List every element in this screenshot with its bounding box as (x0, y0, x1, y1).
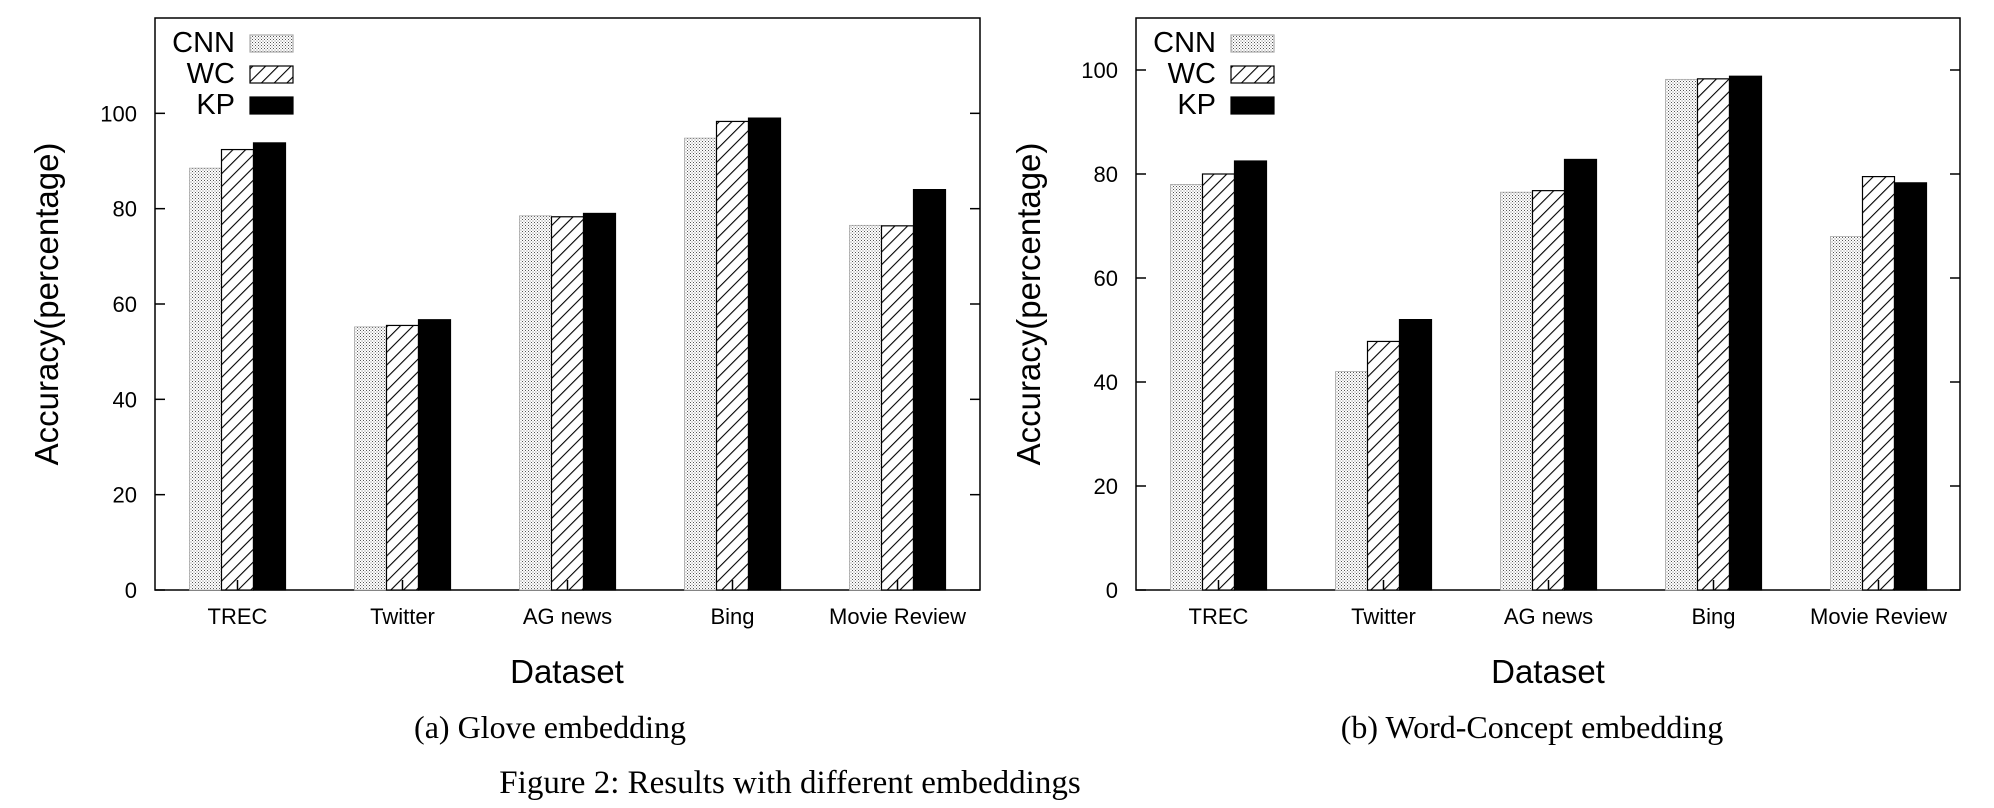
figure-caption: Figure 2: Results with different embeddi… (499, 765, 1080, 801)
chart-panel-glove: 0 20 40 60 80 100 TREC Twitter AG news Bing Movie… (28, 17, 981, 745)
bars (189, 117, 947, 591)
x-axis: TREC Twitter AG news Bing Movie Review (1189, 580, 1947, 629)
y-tick-label: 60 (113, 292, 137, 317)
y-tick-label: 0 (1106, 578, 1118, 603)
legend-label: WC (1168, 58, 1216, 90)
x-tick-label: TREC (1189, 604, 1249, 629)
y-axis: 0 20 40 60 80 100 (100, 101, 980, 603)
bar-wc-trec (1201, 173, 1236, 591)
bar-cnn-bing (1665, 78, 1698, 591)
bar-kp-movie-review (1893, 182, 1928, 591)
x-tick-label: Movie Review (1810, 604, 1947, 629)
x-tick-label: AG news (1504, 604, 1593, 629)
bar-cnn-twitter (354, 326, 387, 591)
bar-cnn-twitter (1335, 371, 1368, 591)
y-tick-label: 80 (113, 197, 137, 222)
bar-wc-ag-news (550, 216, 585, 591)
y-tick-label: 40 (113, 387, 137, 412)
legend-label: KP (1177, 89, 1216, 121)
y-axis-label: Accuracy(percentage) (28, 143, 65, 466)
x-tick-label: Bing (1691, 604, 1735, 629)
legend-label: CNN (1153, 27, 1216, 59)
bar-kp-bing (747, 117, 782, 591)
bar-kp-trec (1233, 160, 1268, 591)
y-tick-label: 60 (1094, 266, 1118, 291)
x-axis-label: Dataset (1491, 653, 1605, 690)
bar-kp-movie-review (912, 189, 947, 591)
x-axis: TREC Twitter AG news Bing Movie Review (208, 580, 966, 629)
bar-kp-ag-news (1563, 158, 1598, 591)
panel-caption: (b) Word-Concept embedding (1341, 709, 1724, 745)
bar-cnn-ag-news (519, 215, 552, 591)
legend-swatch-cnn (249, 34, 294, 53)
y-tick-label: 20 (1094, 474, 1118, 499)
bar-wc-movie-review (880, 225, 915, 591)
bar-wc-bing (1696, 78, 1731, 591)
x-axis-label: Dataset (510, 653, 624, 690)
bar-cnn-movie-review (849, 224, 882, 591)
y-tick-label: 40 (1094, 370, 1118, 395)
bars (1170, 75, 1928, 591)
y-tick-label: 80 (1094, 162, 1118, 187)
legend-swatch-cnn (1230, 34, 1275, 53)
x-tick-label: AG news (523, 604, 612, 629)
bar-wc-ag-news (1531, 190, 1566, 591)
bar-wc-twitter (385, 324, 420, 591)
chart-panel-word-concept: 0 20 40 60 80 100 TREC Twitter AG news Bing Movie… (1010, 17, 1961, 745)
bar-cnn-bing (684, 137, 717, 591)
x-tick-label: Bing (710, 604, 754, 629)
x-tick-label: Twitter (370, 604, 435, 629)
bar-cnn-trec (189, 167, 222, 591)
x-tick-label: Movie Review (829, 604, 966, 629)
legend-swatch-kp (249, 96, 294, 115)
y-axis: 0 20 40 60 80 100 (1081, 58, 1960, 603)
bar-kp-trec (252, 142, 287, 591)
bar-kp-ag-news (582, 212, 617, 591)
x-tick-label: Twitter (1351, 604, 1416, 629)
bar-cnn-trec (1170, 183, 1203, 591)
legend-swatch-kp (1230, 96, 1275, 115)
x-tick-label: TREC (208, 604, 268, 629)
bar-wc-twitter (1366, 340, 1401, 591)
legend-label: CNN (172, 27, 235, 59)
panel-caption: (a) Glove embedding (414, 709, 686, 745)
bar-cnn-ag-news (1500, 191, 1533, 591)
bar-kp-twitter (417, 319, 452, 591)
bar-cnn-movie-review (1830, 235, 1863, 591)
y-tick-label: 0 (125, 578, 137, 603)
y-tick-label: 20 (113, 483, 137, 508)
y-tick-label: 100 (100, 101, 137, 126)
legend-swatch-wc (1230, 65, 1275, 84)
legend-label: KP (196, 89, 235, 121)
bar-wc-trec (220, 148, 255, 591)
bar-wc-movie-review (1861, 176, 1896, 591)
legend-swatch-wc (249, 65, 294, 84)
y-tick-label: 100 (1081, 58, 1118, 83)
legend-label: WC (187, 58, 235, 90)
y-axis-label: Accuracy(percentage) (1010, 143, 1047, 466)
bar-kp-bing (1728, 75, 1763, 591)
bar-kp-twitter (1398, 319, 1433, 591)
bar-wc-bing (715, 120, 750, 591)
